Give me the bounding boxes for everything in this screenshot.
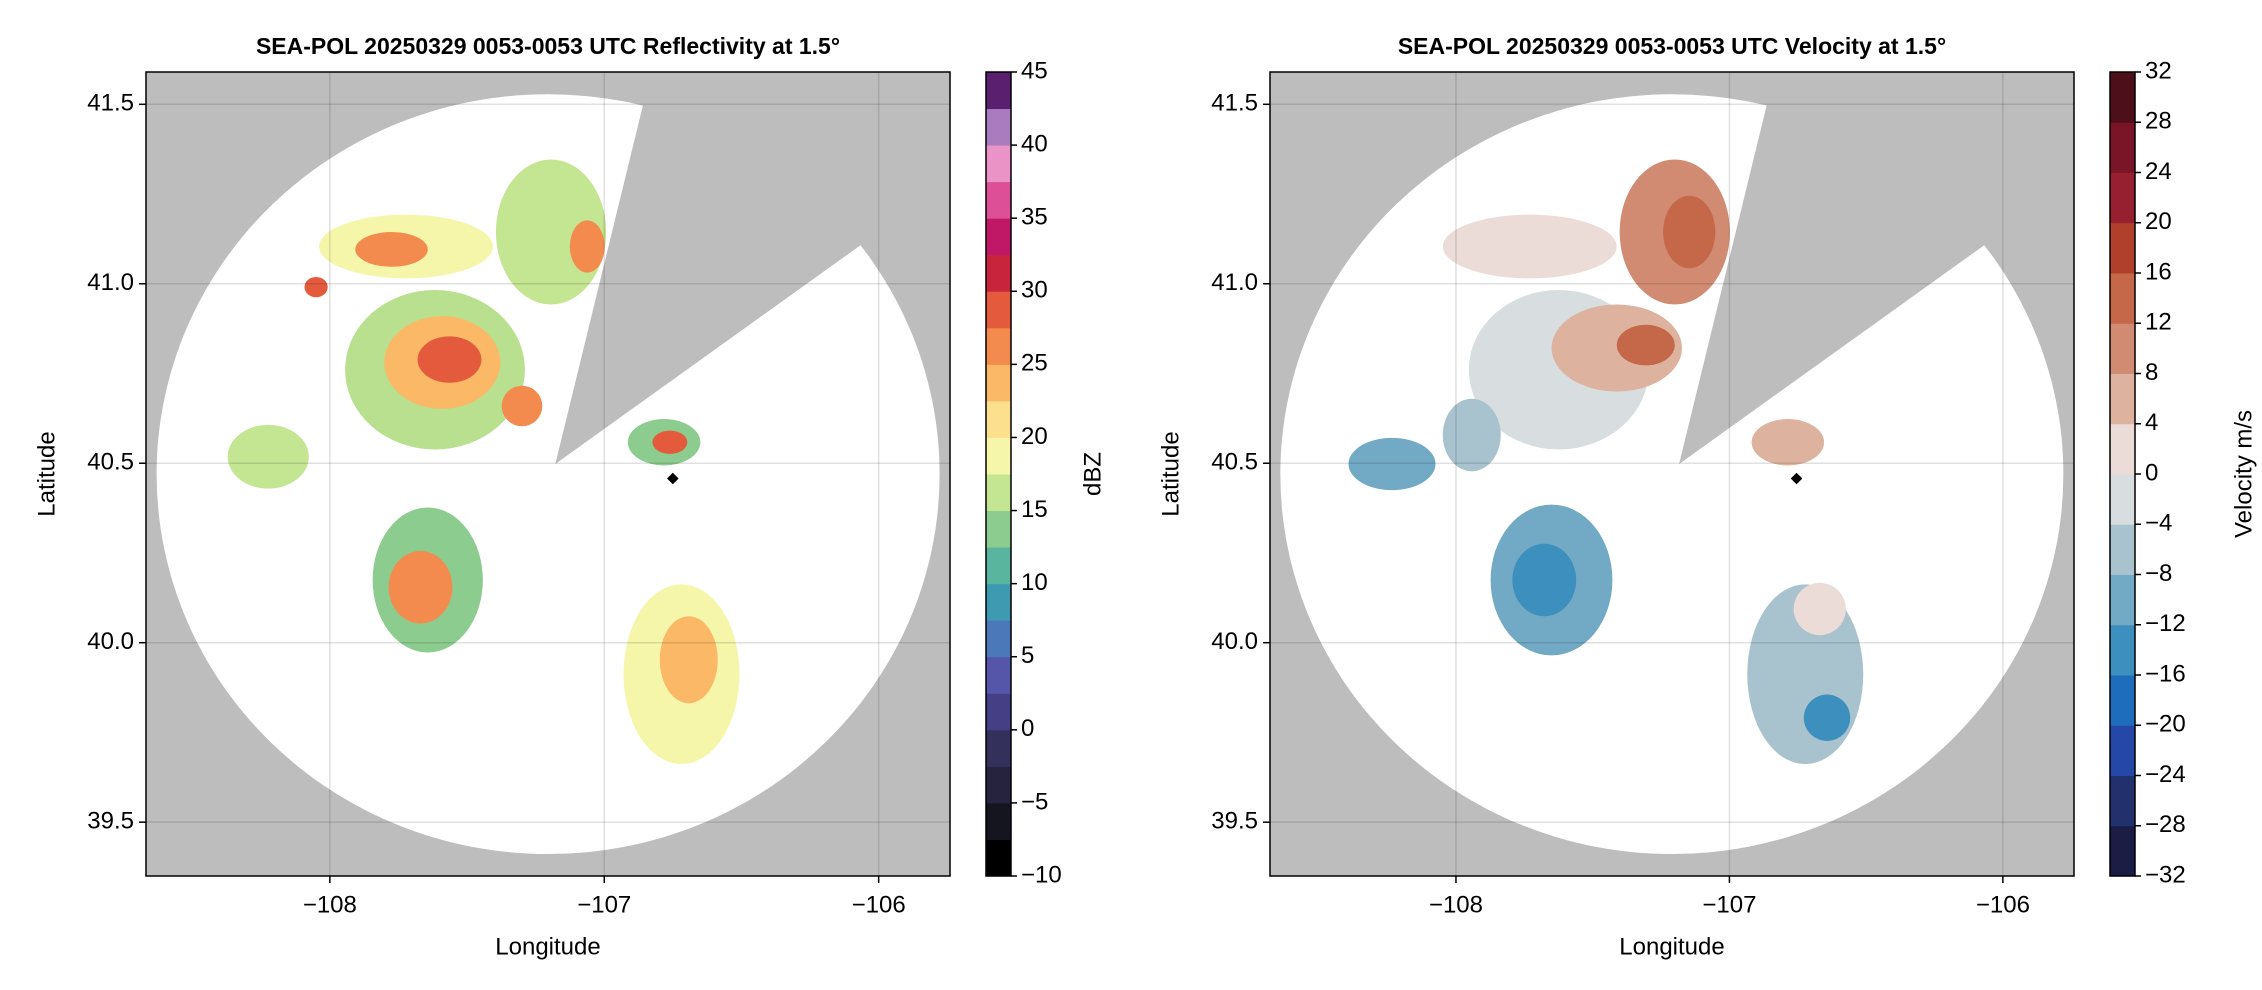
colorbar-band: [2110, 574, 2135, 626]
colorbar-label: Velocity m/s: [2230, 410, 2257, 538]
colorbar-tick-label: 16: [2145, 258, 2172, 285]
colorbar-tick-label: 0: [2145, 459, 2158, 486]
plot-frame: [1269, 71, 2075, 877]
colorbar-band: [986, 766, 1011, 804]
colorbar-band: [986, 181, 1011, 219]
colorbar-tick-label: 40: [1021, 130, 1048, 157]
colorbar-tick-label: −5: [1021, 788, 1048, 815]
colorbar-tick-label: −28: [2145, 811, 2186, 838]
colorbar-tick-label: −10: [1021, 861, 1062, 888]
colorbar-band: [2110, 122, 2135, 173]
colorbar-tick-label: 28: [2145, 108, 2172, 135]
colorbar-tick-label: −16: [2145, 660, 2186, 687]
x-tick-label: −106: [852, 891, 906, 918]
colorbar-band: [986, 620, 1011, 658]
chart-title: SEA-POL 20250329 0053-0053 UTC Reflectiv…: [256, 33, 840, 59]
colorbar-band: [2110, 675, 2135, 726]
y-tick-label: 41.0: [87, 269, 134, 296]
colorbar-tick-label: −32: [2145, 861, 2186, 888]
colorbar-label: dBZ: [1079, 452, 1106, 496]
colorbar-tick-label: 45: [1021, 57, 1048, 84]
colorbar-band: [986, 218, 1011, 256]
colorbar-band: [2110, 524, 2135, 575]
y-tick-label: 39.5: [87, 808, 134, 835]
colorbar-band: [2110, 725, 2135, 776]
colorbar-band: [986, 510, 1011, 548]
colorbar-tick-label: 35: [1021, 204, 1048, 231]
x-tick-label: −107: [1702, 891, 1756, 918]
colorbar-tick-label: 30: [1021, 277, 1048, 304]
y-axis-label: Latitude: [33, 431, 60, 516]
y-tick-label: 40.5: [87, 449, 134, 476]
x-tick-label: −106: [1976, 891, 2030, 918]
colorbar-band: [986, 364, 1011, 402]
colorbar-band: [986, 400, 1011, 438]
colorbar-band: [2110, 423, 2135, 475]
plot-frame: [145, 71, 951, 877]
colorbar-band: [986, 583, 1011, 621]
colorbar-tick-label: −20: [2145, 711, 2186, 738]
colorbar-tick-label: 0: [1021, 715, 1034, 742]
colorbar-band: [986, 108, 1011, 146]
colorbar-band: [2110, 474, 2135, 525]
colorbar-tick-label: 4: [2145, 409, 2158, 436]
colorbar-tick-label: −4: [2145, 510, 2172, 537]
colorbar-band: [2110, 323, 2135, 374]
colorbar-band: [986, 254, 1011, 292]
colorbar-band: [986, 693, 1011, 731]
colorbar-tick-label: −8: [2145, 560, 2172, 587]
x-axis-label: Longitude: [495, 933, 600, 960]
velocity-field: [1270, 72, 2074, 876]
colorbar-tick-label: −12: [2145, 610, 2186, 637]
colorbar-band: [2110, 624, 2135, 676]
y-tick-label: 40.0: [1211, 628, 1258, 655]
colorbar-frame: [985, 71, 1012, 877]
colorbar-band: [986, 72, 1011, 110]
colorbar-tick-label: 12: [2145, 309, 2172, 336]
colorbar-tick-label: 32: [2145, 57, 2172, 84]
colorbar-band: [986, 327, 1011, 365]
colorbar-tick-label: 5: [1021, 642, 1034, 669]
x-axis-label: Longitude: [1619, 933, 1724, 960]
colorbar-tick-label: 10: [1021, 569, 1048, 596]
colorbar-tick-label: 15: [1021, 496, 1048, 523]
colorbar-band: [986, 291, 1011, 329]
colorbar-band: [2110, 373, 2135, 425]
colorbar-band: [986, 145, 1011, 183]
colorbar-tick-label: 24: [2145, 158, 2172, 185]
colorbar-tick-label: 8: [2145, 359, 2158, 386]
x-tick-label: −108: [303, 891, 357, 918]
colorbar-band: [986, 437, 1011, 475]
colorbar-band: [986, 729, 1011, 767]
y-tick-label: 41.5: [87, 90, 134, 117]
colorbar-band: [2110, 825, 2135, 877]
chart-title: SEA-POL 20250329 0053-0053 UTC Velocity …: [1398, 33, 1946, 59]
y-tick-label: 39.5: [1211, 808, 1258, 835]
colorbar-band: [986, 802, 1011, 840]
reflectivity-field: [146, 72, 950, 876]
colorbar-tick-label: 20: [2145, 208, 2172, 235]
colorbar-band: [2110, 775, 2135, 827]
colorbar-band: [986, 474, 1011, 512]
colorbar-band: [986, 656, 1011, 694]
colorbar-tick-label: −24: [2145, 761, 2186, 788]
y-tick-label: 41.5: [1211, 90, 1258, 117]
y-tick-label: 40.5: [1211, 449, 1258, 476]
colorbar-band: [986, 839, 1011, 877]
colorbar-band: [2110, 222, 2135, 274]
colorbar-tick-label: 25: [1021, 350, 1048, 377]
colorbar-band: [2110, 72, 2135, 123]
y-axis-label: Latitude: [1157, 431, 1184, 516]
y-tick-label: 41.0: [1211, 269, 1258, 296]
colorbar-band: [2110, 172, 2135, 224]
colorbar-tick-label: 20: [1021, 423, 1048, 450]
y-tick-label: 40.0: [87, 628, 134, 655]
x-tick-label: −108: [1429, 891, 1483, 918]
x-tick-label: −107: [577, 891, 631, 918]
colorbar-band: [2110, 273, 2135, 324]
colorbar-band: [986, 547, 1011, 585]
